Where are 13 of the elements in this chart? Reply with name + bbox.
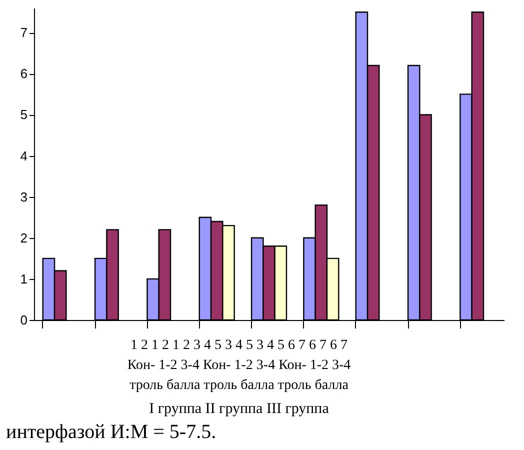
text: I группа II группа III группа xyxy=(149,401,330,417)
y-tick-label: 2 xyxy=(20,230,28,246)
y-tick-label: 1 xyxy=(20,271,28,286)
text: троль балла троль балла троль балла xyxy=(130,378,350,393)
y-tick-label: 5 xyxy=(20,107,28,122)
y-tick-label: 7 xyxy=(20,25,28,40)
text: интерфазой И:М = 5-7.5. xyxy=(6,421,216,443)
text: 1 2 1 2 1 2 3 4 5 3 4 5 3 4 5 6 7 6 7 6 7 xyxy=(130,338,348,353)
y-tick-label: 0 xyxy=(20,312,28,328)
y-tick-label: 4 xyxy=(20,148,28,164)
text: Кон- 1-2 3-4 Кон- 1-2 3-4 Кон- 1-2 3-4 xyxy=(127,358,351,373)
y-tick-label: 6 xyxy=(20,66,28,82)
y-tick-label: 3 xyxy=(20,189,28,204)
